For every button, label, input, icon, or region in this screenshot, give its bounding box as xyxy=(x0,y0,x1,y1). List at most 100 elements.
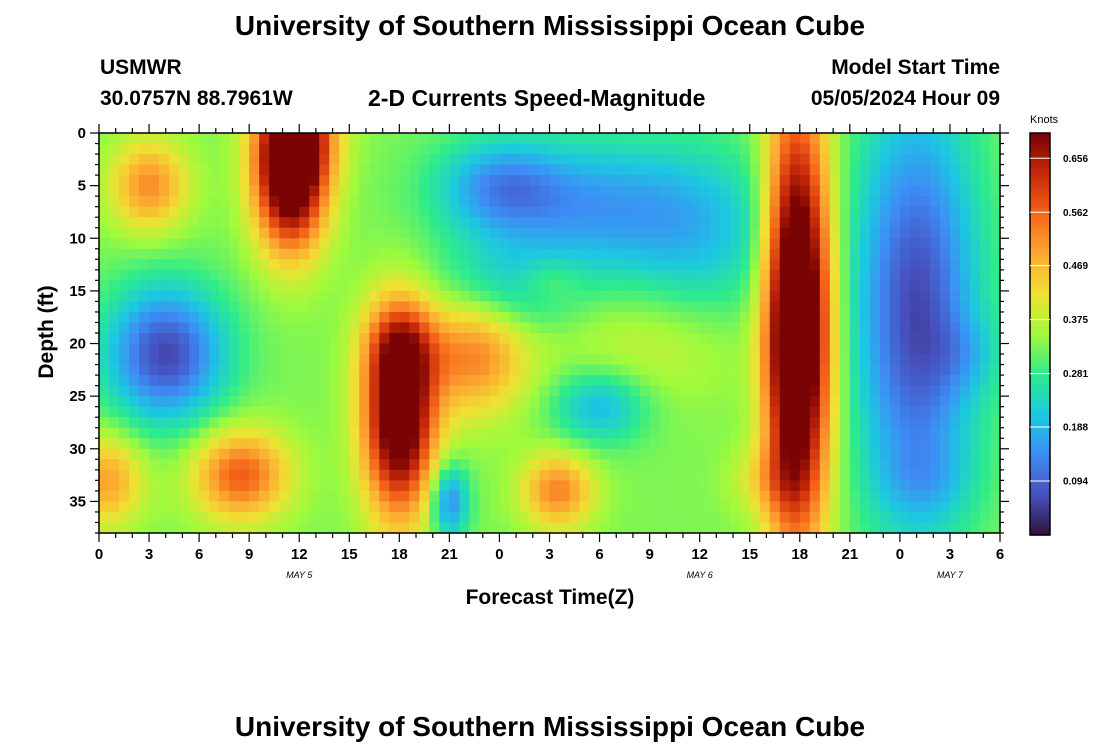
heatmap-cell xyxy=(649,196,661,208)
heatmap-cell xyxy=(469,480,481,492)
heatmap-cell xyxy=(129,343,140,355)
heatmap-cell xyxy=(819,406,831,418)
heatmap-cell xyxy=(439,490,450,503)
heatmap-cell xyxy=(959,459,971,471)
heatmap-cell xyxy=(139,238,150,250)
colorbar-step xyxy=(1030,135,1050,140)
heatmap-cell xyxy=(229,248,240,260)
colorbar-step xyxy=(1030,368,1050,372)
heatmap-cell xyxy=(539,206,551,218)
heatmap-cell xyxy=(439,375,450,387)
heatmap-cell xyxy=(449,164,460,176)
heatmap-cell xyxy=(889,196,901,208)
heatmap-cell xyxy=(459,417,471,429)
heatmap-cell xyxy=(629,490,641,503)
heatmap-cell xyxy=(509,459,521,471)
heatmap-cell xyxy=(889,417,901,429)
y-tick-label: 15 xyxy=(69,283,86,300)
heatmap-cell xyxy=(639,175,651,187)
heatmap-cell xyxy=(649,311,661,324)
heatmap-cell xyxy=(549,448,561,460)
heatmap-cell xyxy=(819,333,831,345)
heatmap-cell xyxy=(699,217,711,229)
heatmap-cell xyxy=(989,175,1001,187)
heatmap-cell xyxy=(509,385,521,397)
heatmap-cell xyxy=(659,333,671,345)
colorbar-step xyxy=(1030,270,1050,275)
heatmap-cell xyxy=(719,217,731,229)
heatmap-cell xyxy=(469,154,481,166)
heatmap-cell xyxy=(929,375,941,387)
heatmap-cell xyxy=(669,259,681,271)
heatmap-cell xyxy=(509,196,521,208)
heatmap-cell xyxy=(469,375,481,387)
heatmap-cell xyxy=(959,227,971,239)
heatmap-cell xyxy=(759,396,771,408)
heatmap-cell xyxy=(269,343,280,355)
heatmap-cell xyxy=(979,175,991,187)
heatmap-cell xyxy=(679,333,691,345)
heatmap-cell xyxy=(829,480,841,492)
heatmap-cell xyxy=(759,333,771,345)
heatmap-cell xyxy=(979,196,991,208)
heatmap-cell xyxy=(859,164,871,176)
heatmap-cell xyxy=(589,501,601,513)
colorbar-step xyxy=(1030,434,1050,438)
heatmap-cell xyxy=(959,333,971,345)
heatmap-cell xyxy=(339,311,350,324)
heatmap-cell xyxy=(979,354,991,366)
heatmap-cell xyxy=(949,385,961,397)
heatmap-cell xyxy=(969,206,981,218)
heatmap-cell xyxy=(789,417,801,429)
heatmap-cell xyxy=(819,469,831,481)
heatmap-cell xyxy=(219,522,230,534)
heatmap-cell xyxy=(179,217,190,229)
heatmap-cell xyxy=(599,133,611,145)
heatmap-cell xyxy=(929,290,941,303)
heatmap-cell xyxy=(439,480,450,492)
heatmap-cell xyxy=(449,301,460,313)
heatmap-cell xyxy=(899,469,911,481)
heatmap-cell xyxy=(839,459,851,471)
heatmap-cell xyxy=(139,301,150,313)
heatmap-cell xyxy=(939,238,951,250)
heatmap-cell xyxy=(929,227,941,239)
heatmap-cell xyxy=(359,490,370,503)
heatmap-cell xyxy=(629,206,641,218)
heatmap-cell xyxy=(449,511,460,524)
heatmap-cell xyxy=(559,448,571,460)
heatmap-cell xyxy=(689,385,701,397)
heatmap-cell xyxy=(429,385,440,397)
heatmap-cell xyxy=(669,133,681,145)
heatmap-cell xyxy=(249,417,260,429)
heatmap-cell xyxy=(369,448,380,460)
heatmap-cell xyxy=(629,269,641,281)
heatmap-cell xyxy=(709,469,721,481)
heatmap-cell xyxy=(189,406,200,418)
heatmap-cell xyxy=(679,196,691,208)
heatmap-cell xyxy=(799,154,811,166)
heatmap-cell xyxy=(879,501,891,513)
heatmap-cell xyxy=(629,259,641,271)
heatmap-cell xyxy=(499,501,511,513)
heatmap-cell xyxy=(419,280,430,292)
heatmap-cell xyxy=(349,406,360,418)
heatmap-cell xyxy=(689,375,701,387)
heatmap-cell xyxy=(759,448,771,460)
colorbar-step xyxy=(1030,224,1050,229)
heatmap-cell xyxy=(359,238,370,250)
heatmap-cell xyxy=(189,490,200,503)
heatmap-cell xyxy=(469,259,481,271)
heatmap-cell xyxy=(169,480,180,492)
heatmap-cell xyxy=(259,396,270,408)
heatmap-cell xyxy=(959,185,971,197)
heatmap-cell xyxy=(159,501,170,513)
heatmap-cell xyxy=(359,333,370,345)
heatmap-cell xyxy=(889,375,901,387)
heatmap-cell xyxy=(829,469,841,481)
heatmap-cell xyxy=(199,459,210,471)
heatmap-cell xyxy=(439,217,450,229)
heatmap-cell xyxy=(869,375,881,387)
heatmap-cell xyxy=(799,248,811,260)
